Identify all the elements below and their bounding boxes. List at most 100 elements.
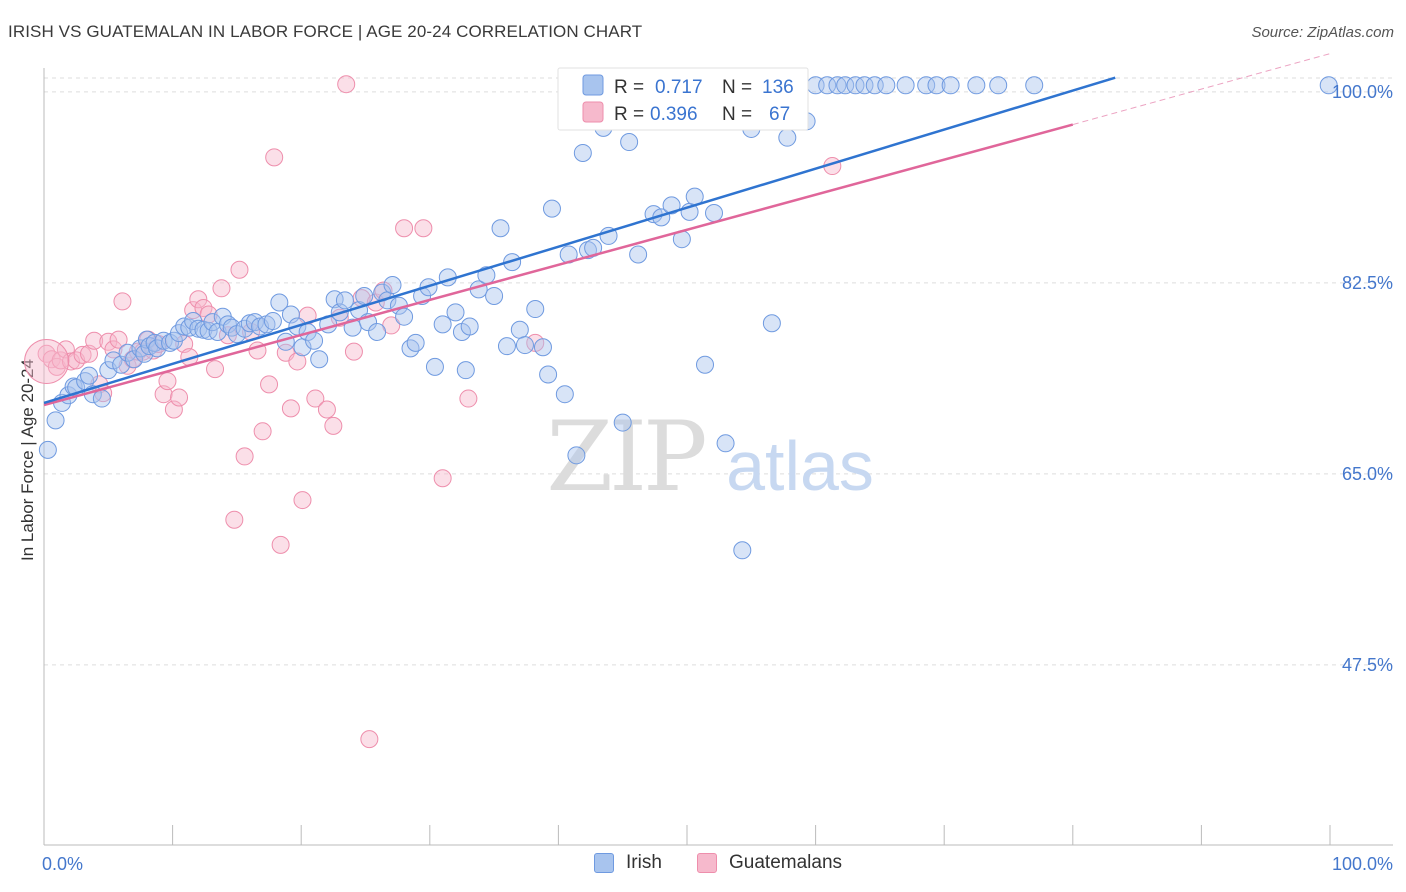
irish-point (573, 143, 592, 162)
irish-point (485, 286, 504, 305)
guatemalans-point (395, 219, 414, 238)
guatemalans-point (85, 331, 104, 350)
irish-point (542, 199, 561, 218)
irish-point (629, 245, 648, 264)
irish-point (406, 333, 425, 352)
irish-point (662, 196, 681, 215)
irish-point (778, 128, 797, 147)
irish-point (235, 319, 254, 338)
y-tick-label: 65.0% (1342, 464, 1393, 484)
irish-point (305, 331, 324, 350)
guatemalans-point (260, 375, 279, 394)
gridlines (44, 77, 1393, 666)
trend-lines (43, 53, 1331, 407)
guatemalans-point (293, 491, 312, 510)
guatemalans-point (109, 330, 128, 349)
guatemalans-point (189, 290, 208, 309)
irish-point (310, 350, 329, 369)
axes (43, 68, 1393, 846)
irish-point (733, 541, 752, 560)
irish-point (401, 339, 420, 358)
bottom-legend-guatemalans[interactable]: Guatemalans (697, 852, 842, 874)
irish-point (383, 276, 402, 295)
legend-background (557, 67, 809, 131)
legend-box: R = 0.717 N = 136 R = 0.396 N = 67 (557, 67, 809, 131)
guatemalans-point (344, 342, 363, 361)
x-tick-labels: 0.0% 100.0% (42, 854, 1393, 874)
irish-points (38, 76, 1338, 560)
irish-point (203, 313, 222, 332)
irish-point (270, 293, 289, 312)
irish-point (836, 76, 855, 95)
irish-point (539, 365, 558, 384)
irish-point (967, 76, 986, 95)
guatemalans-trend-line (43, 123, 1074, 407)
irish-swatch (594, 853, 614, 873)
chart-title: IRISH VS GUATEMALAN IN LABOR FORCE | AGE… (8, 22, 643, 41)
guatemalans-point (360, 730, 379, 749)
irish-point (613, 413, 632, 432)
guatemalans-point (230, 260, 249, 279)
irish-point (433, 315, 452, 334)
x-tick-label-max: 100.0% (1332, 854, 1393, 874)
bottom-legend: Irish Guatemalans (0, 852, 1406, 878)
legend-guat-swatch (582, 101, 604, 123)
bottom-legend-irish[interactable]: Irish (594, 852, 662, 874)
irish-point (38, 440, 57, 459)
guatemalans-point-cluster (24, 338, 70, 384)
y-tick-label: 100.0% (1332, 82, 1393, 102)
y-tick-labels: 47.5% 65.0% 82.5% 100.0% (1332, 82, 1393, 675)
guatemalans-point (288, 352, 307, 371)
watermark-zip: ZIP (546, 401, 705, 513)
irish-point (175, 317, 194, 336)
irish-point (491, 219, 510, 238)
guatemalans-swatch (697, 853, 717, 873)
irish-point (125, 350, 144, 369)
irish-point (395, 307, 414, 326)
irish-point (620, 133, 639, 152)
irish-point (456, 361, 475, 380)
legend-irish-n-value: 136 (762, 77, 794, 98)
guatemalans-point (113, 292, 132, 311)
legend-guat-n-label: N = (722, 104, 752, 125)
watermark-atlas: atlas (726, 427, 874, 505)
source-label: Source: ZipAtlas.com (1251, 24, 1394, 41)
irish-point (716, 434, 735, 453)
irish-point (533, 338, 552, 357)
irish-point (877, 76, 896, 95)
legend-irish-n-label: N = (722, 77, 752, 98)
guatemalans-point (73, 345, 92, 364)
guatemalans-point (317, 400, 336, 419)
guatemalans-point (170, 388, 189, 407)
irish-point (92, 389, 111, 408)
irish-point (263, 312, 282, 331)
guatemalans-point (253, 422, 272, 441)
irish-point (941, 76, 960, 95)
guatemalans-point (62, 352, 81, 371)
irish-point (355, 286, 374, 305)
guatemalans-point (337, 75, 356, 94)
irish-point (446, 303, 465, 322)
irish-point (510, 320, 529, 339)
guatemalans-point (235, 447, 254, 466)
irish-point (199, 321, 218, 340)
irish-point (46, 411, 65, 430)
irish-point (927, 76, 946, 95)
irish-point (846, 76, 865, 95)
irish-point (460, 317, 479, 336)
legend-irish-swatch (582, 74, 604, 96)
guatemalans-point (104, 340, 123, 359)
legend-irish-r-value: 0.717 (655, 77, 703, 98)
irish-point (194, 320, 213, 339)
irish-point (762, 314, 781, 333)
watermark: ZIP atlas (546, 401, 874, 513)
y-tick-label: 82.5% (1342, 273, 1393, 293)
irish-point (335, 291, 354, 310)
legend-guat-r-label: R = (614, 104, 644, 125)
guatemalans-point (225, 510, 244, 529)
irish-point (497, 337, 516, 356)
irish-point (567, 446, 586, 465)
guatemalans-point (281, 399, 300, 418)
irish-point (368, 322, 387, 341)
irish-point (917, 76, 936, 95)
